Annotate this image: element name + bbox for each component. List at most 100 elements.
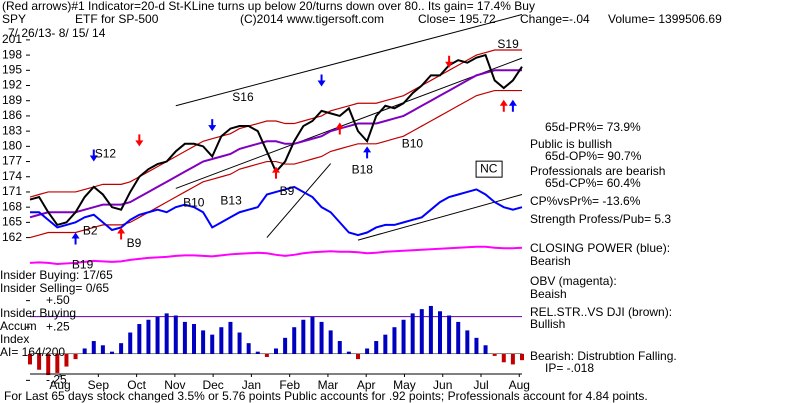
- accum-bar: [410, 313, 415, 354]
- y-tick-label: 186: [2, 108, 22, 122]
- footer: For Last 65 days stock changed 3.5% or 5…: [4, 389, 648, 403]
- ticker: SPY: [2, 12, 26, 26]
- accum-bar: [428, 305, 433, 354]
- y-tick-label: 177: [2, 154, 22, 168]
- right-note: Bullish: [530, 317, 565, 331]
- accum-tick-label: +.50: [46, 293, 70, 307]
- accum-bar: [264, 353, 269, 357]
- x-tick-label: Aug: [509, 378, 530, 392]
- accum-bar: [447, 315, 452, 354]
- x-tick-label: Jul: [473, 378, 488, 392]
- accum-bar: [283, 337, 288, 354]
- y-tick-label: 174: [2, 169, 22, 183]
- accum-bar: [392, 327, 397, 354]
- x-tick-label: Mar: [318, 378, 339, 392]
- x-tick-label: Nov: [164, 378, 185, 392]
- accum-bar: [346, 351, 351, 354]
- accum-bar: [73, 353, 78, 360]
- annotation: S16: [232, 90, 254, 104]
- signal-arrow: [208, 119, 217, 132]
- accum-bar: [520, 353, 524, 361]
- accum-bar: [100, 345, 105, 354]
- accum-bar: [328, 330, 333, 354]
- x-tick-label: Aug: [49, 378, 70, 392]
- left-note: Index: [0, 332, 29, 346]
- y-tick-label: 180: [2, 139, 22, 153]
- annotation: B2: [83, 224, 98, 238]
- y-tick-label: 195: [2, 62, 22, 76]
- accum-bar: [401, 319, 406, 354]
- nc-box: [475, 160, 503, 178]
- accum-bar: [337, 341, 342, 354]
- accum-tick-label: +.25: [46, 319, 70, 333]
- right-note: Public is bullish: [530, 137, 612, 151]
- annotation: B18: [352, 162, 374, 176]
- y-tick-label: 162: [2, 230, 22, 244]
- date-range: 7/ 26/13- 8/ 15/ 14: [8, 26, 106, 40]
- series-line: [29, 89, 522, 239]
- accum-bar: [365, 348, 370, 354]
- copyright: (C)2014 www.tigersoft.com: [240, 12, 384, 26]
- accum-bar: [419, 309, 424, 354]
- accum-bar: [37, 353, 42, 370]
- series-line: [29, 245, 523, 265]
- x-tick-label: Apr: [357, 378, 376, 392]
- left-note: Accum: [0, 319, 37, 333]
- close: Close= 195.72: [418, 12, 496, 26]
- right-note: Professionals are bearish: [530, 164, 665, 178]
- x-tick-label: Jun: [433, 378, 452, 392]
- x-tick-label: May: [393, 378, 416, 392]
- signal-arrow: [508, 99, 517, 112]
- right-note: IP= -.018: [545, 361, 594, 375]
- left-note: AI= 164/200: [0, 345, 65, 359]
- accum-bar: [137, 324, 142, 354]
- right-note: 65d-CP%= 60.4%: [545, 176, 641, 190]
- accum-bar: [155, 316, 160, 354]
- accum-bar: [55, 353, 60, 373]
- right-note: CLOSING POWER (blue):: [530, 241, 670, 255]
- accum-tick-label: -.25: [46, 373, 67, 387]
- right-note: Bearish: [530, 254, 571, 268]
- volume: Volume= 1399506.69: [608, 12, 722, 26]
- accum-bar: [237, 332, 242, 354]
- accum-bar: [228, 321, 233, 354]
- accum-bar: [383, 334, 388, 354]
- accum-bar: [483, 345, 488, 354]
- accum-bar: [310, 316, 315, 354]
- left-note: Insider Buying: 17/65: [0, 268, 113, 282]
- accum-bar: [456, 321, 461, 354]
- accum-bar: [192, 324, 196, 354]
- signal-arrow: [135, 134, 144, 147]
- accum-bar: [292, 327, 297, 354]
- description: ETF for SP-500: [75, 12, 159, 26]
- y-tick-label: 192: [2, 78, 22, 92]
- accum-bar: [501, 353, 506, 363]
- annotation: B13: [220, 193, 242, 207]
- annotation: B10: [183, 195, 205, 209]
- x-tick-label: Feb: [279, 378, 300, 392]
- accum-bar: [319, 321, 324, 354]
- accum-bar: [438, 311, 442, 354]
- y-tick-label: 189: [2, 93, 22, 107]
- accum-bar: [91, 341, 96, 354]
- trendline: [175, 57, 523, 189]
- x-tick-label: Oct: [127, 378, 146, 392]
- annotation: B10: [402, 136, 424, 150]
- signal-arrow: [335, 122, 344, 135]
- series-line: [30, 185, 523, 237]
- accum-bar: [255, 351, 260, 354]
- signal-arrow: [363, 146, 372, 159]
- accum-bar: [474, 337, 479, 354]
- annotation: B19: [72, 258, 94, 272]
- accum-bar: [28, 353, 32, 365]
- accum-bar: [301, 319, 306, 354]
- y-tick-label: 168: [2, 199, 22, 213]
- series-line: [29, 69, 522, 219]
- y-tick-label: 165: [2, 215, 22, 229]
- right-note: 65d-PR%= 73.9%: [545, 120, 641, 134]
- y-tick-label: 183: [2, 123, 22, 137]
- signal-arrow: [499, 99, 508, 112]
- right-note: CP%vsPr%= -13.6%: [530, 194, 641, 208]
- annotation: B9: [280, 184, 295, 198]
